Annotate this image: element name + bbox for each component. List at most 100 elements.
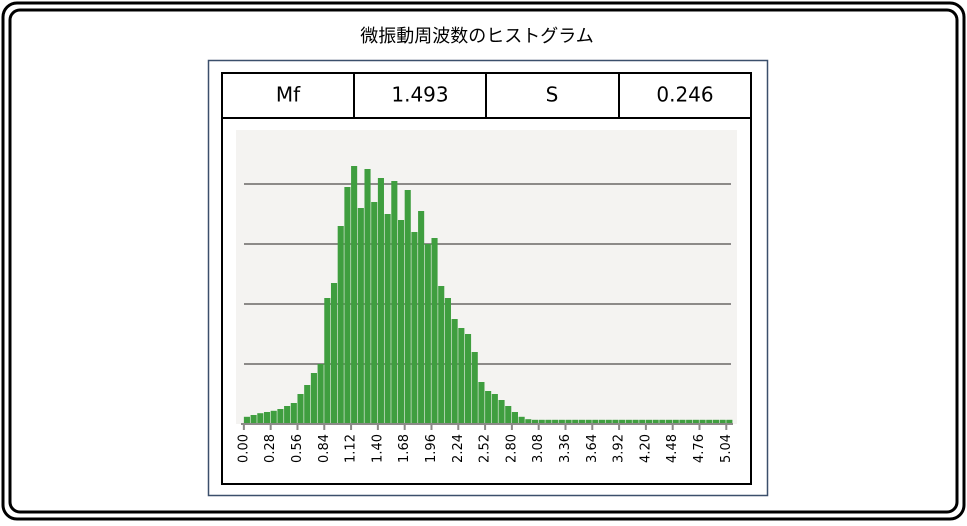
bar <box>679 419 686 424</box>
bar <box>558 419 565 424</box>
bar <box>257 413 264 424</box>
bar <box>498 400 505 424</box>
bar <box>699 419 706 424</box>
bar <box>371 202 378 424</box>
bar <box>491 394 498 424</box>
x-tick-label: 0.28 <box>263 434 278 463</box>
bar <box>290 403 297 424</box>
bar <box>578 419 585 424</box>
bar <box>686 419 693 424</box>
bar <box>404 190 411 424</box>
x-tick-label: 4.76 <box>692 434 707 463</box>
bar <box>438 286 445 424</box>
bar <box>263 412 271 424</box>
bar <box>270 410 277 424</box>
x-tick-label: 2.52 <box>478 434 493 463</box>
bar <box>545 419 552 424</box>
stat-label: Mf <box>276 83 301 107</box>
bar <box>451 319 458 424</box>
bar <box>665 419 673 424</box>
bar <box>625 419 632 424</box>
bar <box>478 382 485 424</box>
bar <box>712 419 719 424</box>
inner-frame <box>8 8 959 514</box>
bar <box>659 419 666 424</box>
page-title: 微振動周波数のヒストグラム <box>360 26 593 47</box>
stat-value: 1.493 <box>391 83 448 107</box>
bar <box>397 220 405 424</box>
x-tick-label: 3.36 <box>558 434 573 463</box>
bar <box>531 419 539 424</box>
bar <box>726 419 733 424</box>
bar <box>471 352 478 424</box>
bar <box>605 419 612 424</box>
x-tick-label: 0.56 <box>290 434 305 463</box>
x-tick-label: 3.92 <box>612 434 627 463</box>
bar <box>538 419 545 424</box>
bar <box>250 415 257 424</box>
bar <box>357 208 364 424</box>
bar <box>706 419 713 424</box>
bar <box>277 409 284 424</box>
bar <box>377 178 384 424</box>
bar <box>518 416 525 424</box>
bar <box>317 364 324 424</box>
bar <box>552 419 559 424</box>
bar <box>424 244 431 424</box>
bar <box>464 334 472 424</box>
bar <box>525 419 532 424</box>
bar <box>592 419 599 424</box>
bar <box>337 226 344 424</box>
x-tick-label: 1.96 <box>424 434 439 463</box>
bar <box>351 166 358 424</box>
bar <box>243 416 250 424</box>
bar <box>485 391 492 424</box>
bar <box>304 385 311 424</box>
bar <box>511 412 518 424</box>
x-tick-label: 5.04 <box>719 434 734 463</box>
bar <box>411 232 418 424</box>
bar <box>418 211 425 424</box>
bar <box>344 187 351 424</box>
x-tick-label: 3.08 <box>531 434 546 463</box>
bar <box>672 419 679 424</box>
bar <box>384 214 391 424</box>
x-tick-label: 2.80 <box>504 434 519 463</box>
bar <box>431 238 438 424</box>
x-tick-label: 3.64 <box>585 434 600 463</box>
bar <box>310 373 317 424</box>
x-tick-label: 1.40 <box>370 434 385 463</box>
bar <box>619 419 626 424</box>
bar <box>639 419 646 424</box>
bar <box>652 419 659 424</box>
bar <box>612 419 619 424</box>
stat-label: S <box>546 83 559 107</box>
x-tick-label: 1.12 <box>344 434 359 463</box>
bar <box>692 419 699 424</box>
x-tick-label: 4.48 <box>665 434 680 463</box>
bar <box>391 181 398 424</box>
stats-table: Mf 1.493 S 0.246 <box>222 73 751 119</box>
bar <box>565 419 572 424</box>
bar <box>572 419 579 424</box>
bar <box>585 419 592 424</box>
x-tick-label: 0.84 <box>317 434 332 463</box>
bar <box>598 419 606 424</box>
bar <box>330 283 338 424</box>
stat-value: 0.246 <box>656 83 713 107</box>
bar <box>645 419 652 424</box>
bar <box>458 328 465 424</box>
bar <box>324 298 331 424</box>
bar <box>632 419 639 424</box>
x-tick-label: 2.24 <box>451 434 466 463</box>
bar <box>297 394 304 424</box>
x-tick-label: 1.68 <box>397 434 412 463</box>
x-tick-label: 0.00 <box>236 434 251 463</box>
bar <box>444 298 451 424</box>
bar <box>284 406 291 424</box>
bar <box>719 419 726 424</box>
bar <box>364 169 371 424</box>
x-tick-label: 4.20 <box>638 434 653 463</box>
